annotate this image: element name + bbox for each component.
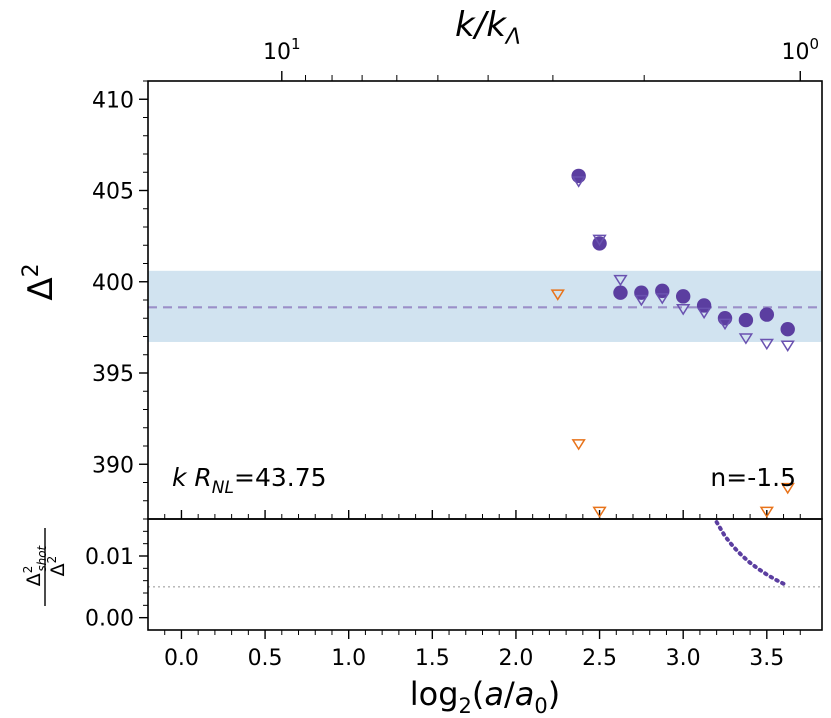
filled-circle-point [780, 322, 795, 337]
x-tick-label: 3.0 [666, 646, 701, 671]
hollow-triangle-point [592, 234, 607, 247]
main-x-ticks [164, 510, 801, 519]
orange-triangle-point [592, 506, 607, 519]
n-annotation: n=-1.5 [710, 463, 796, 492]
x-tick-label: 1.0 [331, 646, 366, 671]
hollow-triangle-point [738, 333, 754, 345]
orange-triangle-point [759, 506, 774, 519]
hollow-triangle-point [717, 318, 733, 331]
hollow-triangle-point [780, 340, 795, 352]
filled-circle-point [613, 285, 628, 300]
main-panel: 390 395 400 405 410 Δ2 k RNL=43.75 n=-1.5 [19, 80, 823, 520]
top-axis-label: k/kΛ [455, 5, 521, 50]
hollow-triangle-point [696, 307, 712, 320]
x-tick-label: 2.5 [582, 646, 617, 671]
lower-panel-frame [147, 518, 823, 631]
y-tick-label: 410 [92, 88, 134, 113]
top-tick-label: 100 [781, 35, 819, 65]
lower-y-tick-label: 0.01 [85, 545, 134, 570]
kr-annotation: k RNL=43.75 [172, 463, 327, 498]
lower-y-ticks: 0.00 0.01 [85, 530, 148, 632]
y-tick-label: 390 [92, 453, 134, 478]
filled-circle-point [571, 168, 586, 184]
data-points [550, 168, 795, 519]
x-tick-label: 0.5 [248, 646, 283, 671]
x-tick-label: 1.5 [415, 646, 450, 671]
filled-circle-point [717, 311, 733, 326]
lower-y-tick-label: 0.00 [85, 607, 134, 632]
top-tick-label: 101 [263, 35, 301, 65]
svg-text:Δ2: Δ2 [45, 556, 69, 577]
lower-panel: 0.00 0.01 0.0 0.5 1.0 1.5 2.0 2.5 3.0 3.5 Δ2shot… [21, 518, 823, 671]
filled-circle-point [759, 307, 775, 322]
x-tick-label: 0.0 [164, 646, 199, 671]
filled-circle-point [675, 289, 691, 304]
orange-triangle-point [550, 289, 565, 301]
filled-circle-point [738, 312, 754, 328]
y-tick-label: 400 [92, 271, 134, 296]
x-tick-label: 2.0 [498, 646, 533, 671]
top-axis-ticks: 101 100 [263, 35, 819, 81]
hollow-triangle-point [613, 274, 628, 287]
orange-triangle-point [780, 482, 795, 495]
shot-noise-curve [714, 520, 790, 589]
y-axis-label: Δ2 [19, 263, 61, 300]
hollow-triangle-point [571, 176, 586, 188]
orange-triangle-point [571, 439, 586, 451]
hollow-triangle-point [759, 338, 774, 351]
y-tick-label: 395 [92, 362, 134, 387]
x-tick-label: 3.5 [749, 646, 784, 671]
x-axis-label: log2(a/a0) [410, 675, 561, 718]
hollow-triangle-point [655, 293, 670, 305]
main-y-ticks: 390 395 400 405 410 [92, 80, 148, 520]
hollow-triangle-point [634, 294, 649, 307]
y-tick-label: 405 [92, 180, 134, 205]
hollow-triangle-point [676, 304, 691, 316]
lower-x-ticks: 0.0 0.5 1.0 1.5 2.0 2.5 3.0 3.5 [164, 630, 801, 671]
lower-y-axis-label: Δ2shot Δ2 [21, 528, 69, 606]
